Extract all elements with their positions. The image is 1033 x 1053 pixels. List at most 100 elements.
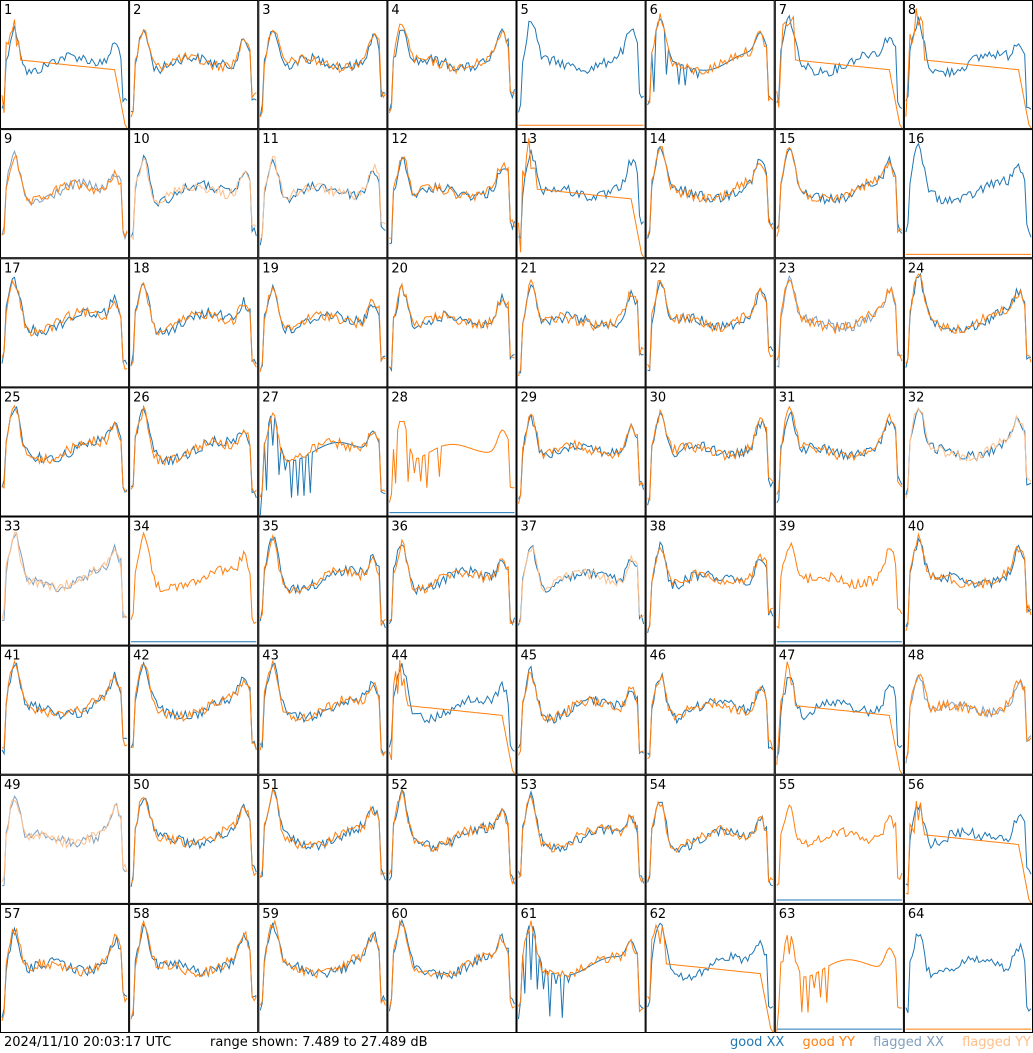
panel-frame-11 xyxy=(258,129,388,259)
series-xx-panel-3 xyxy=(259,30,386,117)
panel-frame-13 xyxy=(516,129,646,259)
series-yy-panel-22 xyxy=(647,279,774,370)
panel-label-17: 17 xyxy=(4,261,21,276)
series-xx-panel-26 xyxy=(130,407,257,498)
series-xx-panel-6 xyxy=(647,18,774,106)
panel-label-22: 22 xyxy=(650,261,667,276)
panel-frame-62 xyxy=(645,903,775,1033)
panel-label-36: 36 xyxy=(391,520,408,535)
series-xx-panel-2 xyxy=(131,29,257,112)
panel-label-41: 41 xyxy=(4,649,21,664)
legend-good-yy: good YY xyxy=(802,1035,855,1050)
series-xx-panel-10 xyxy=(130,154,257,238)
series-xx-panel-9 xyxy=(1,149,128,241)
panel-label-18: 18 xyxy=(133,261,150,276)
panel-label-11: 11 xyxy=(262,132,279,147)
panel-label-57: 57 xyxy=(4,907,21,922)
panel-frame-57 xyxy=(0,903,130,1033)
panel-frame-42 xyxy=(129,645,259,775)
series-xx-panel-52 xyxy=(388,788,515,885)
series-xx-panel-21 xyxy=(518,283,644,374)
series-yy-panel-58 xyxy=(130,919,257,1020)
series-xx-panel-64 xyxy=(905,933,1032,1013)
panel-frame-17 xyxy=(0,258,130,388)
panel-label-8: 8 xyxy=(908,3,916,18)
panel-frame-49 xyxy=(0,774,130,904)
panel-label-12: 12 xyxy=(391,132,408,147)
series-xx-panel-16 xyxy=(905,142,1032,238)
series-xx-panel-47 xyxy=(776,676,903,758)
panel-frame-46 xyxy=(645,645,775,775)
panel-frame-2 xyxy=(129,0,259,130)
panel-frame-10 xyxy=(129,129,259,259)
series-xx-panel-43 xyxy=(259,662,386,755)
panel-label-62: 62 xyxy=(650,907,667,922)
panel-frame-19 xyxy=(258,258,388,388)
timestamp: 2024/11/10 20:03:17 UTC xyxy=(4,1035,172,1050)
panel-label-38: 38 xyxy=(650,520,667,535)
panel-frame-55 xyxy=(774,774,904,904)
panel-label-64: 64 xyxy=(908,907,925,922)
series-yy-panel-31 xyxy=(776,405,903,495)
panel-frame-53 xyxy=(516,774,646,904)
panel-label-29: 29 xyxy=(521,390,538,405)
series-xx-panel-19 xyxy=(259,283,386,370)
panel-frame-12 xyxy=(387,129,517,259)
series-xx-panel-17 xyxy=(1,276,128,365)
series-yy-panel-15 xyxy=(776,146,903,237)
panel-frame-27 xyxy=(258,387,388,517)
panel-frame-22 xyxy=(645,258,775,388)
series-yy-panel-10 xyxy=(130,158,257,241)
series-yy-panel-2 xyxy=(130,28,257,118)
panel-label-2: 2 xyxy=(133,3,141,18)
series-xx-panel-13 xyxy=(518,149,644,240)
panel-frame-47 xyxy=(774,645,904,775)
panel-frame-16 xyxy=(903,129,1033,259)
series-xx-panel-15 xyxy=(776,148,903,234)
series-yy-panel-52 xyxy=(388,788,515,886)
series-yy-panel-29 xyxy=(518,413,645,504)
panel-frame-20 xyxy=(387,258,517,388)
series-yy-panel-42 xyxy=(131,664,257,751)
series-yy-panel-9 xyxy=(1,155,128,238)
series-yy-panel-34 xyxy=(130,531,257,625)
panel-frame-21 xyxy=(516,258,646,388)
legend-good-xx: good XX xyxy=(729,1035,785,1050)
panel-frame-64 xyxy=(903,903,1033,1033)
series-xx-panel-22 xyxy=(647,279,774,372)
series-yy-panel-40 xyxy=(905,532,1032,632)
panel-label-44: 44 xyxy=(391,649,408,664)
legend: good XX good YY flagged XX flagged YY xyxy=(716,1033,1031,1053)
panel-label-34: 34 xyxy=(133,520,150,535)
panel-frame-39 xyxy=(774,516,904,646)
panel-label-9: 9 xyxy=(4,132,12,147)
series-xx-panel-54 xyxy=(647,801,773,887)
series-xx-panel-32 xyxy=(905,407,1032,496)
series-xx-panel-27 xyxy=(259,415,386,516)
series-xx-panel-25 xyxy=(1,405,128,494)
series-yy-panel-50 xyxy=(130,796,257,885)
series-yy-panel-51 xyxy=(259,786,386,878)
panel-frame-41 xyxy=(0,645,130,775)
panel-frame-38 xyxy=(645,516,775,646)
panel-label-32: 32 xyxy=(908,390,925,405)
panel-label-53: 53 xyxy=(521,778,538,793)
panel-label-30: 30 xyxy=(650,390,667,405)
series-yy-panel-17 xyxy=(1,279,128,370)
panel-label-21: 21 xyxy=(521,261,538,276)
series-yy-panel-39 xyxy=(776,541,903,630)
panel-frame-58 xyxy=(129,903,259,1033)
panel-frame-29 xyxy=(516,387,646,517)
panel-label-16: 16 xyxy=(908,132,925,147)
panel-label-4: 4 xyxy=(391,3,399,18)
series-xx-panel-20 xyxy=(388,283,515,372)
series-xx-panel-61 xyxy=(518,925,644,1020)
series-yy-panel-14 xyxy=(647,146,774,237)
series-xx-panel-23 xyxy=(776,275,903,368)
panel-frame-63 xyxy=(774,903,904,1033)
panel-label-35: 35 xyxy=(262,520,279,535)
series-xx-panel-38 xyxy=(647,541,774,634)
series-xx-panel-33 xyxy=(1,531,128,622)
panel-frame-5 xyxy=(516,0,646,130)
